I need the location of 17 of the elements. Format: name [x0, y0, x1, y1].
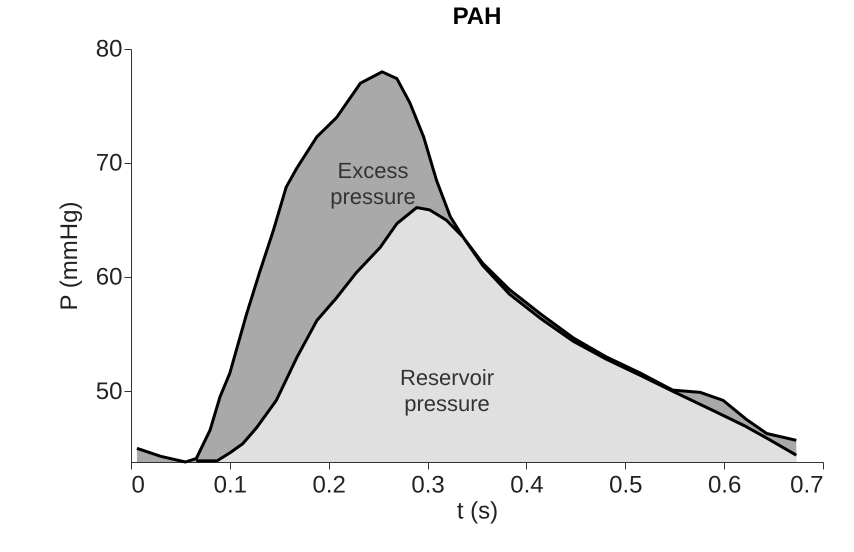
x-tick-label: 0.3	[411, 472, 445, 498]
x-axis-title: t (s)	[456, 498, 498, 524]
x-tick-label: 0.7	[790, 472, 824, 498]
y-tick-label: 80	[96, 36, 122, 62]
y-tick-label: 50	[96, 378, 122, 405]
x-tick-label: 0.5	[609, 472, 642, 498]
chart-title: PAH	[452, 3, 502, 30]
y-tick-label: 70	[96, 150, 122, 177]
y-tick-label: 60	[96, 264, 122, 291]
y-axis-title: P (mmHg)	[56, 202, 83, 310]
x-tick-label: 0.2	[312, 472, 346, 498]
x-tick-label: 0.1	[214, 472, 248, 498]
x-tick-label: 0.4	[510, 472, 544, 498]
x-tick-label: 0.6	[708, 472, 742, 498]
x-tick-label: 0	[132, 472, 145, 498]
annotation: Reservoir pressure	[400, 365, 494, 416]
annotation: Excess pressure	[330, 158, 416, 209]
